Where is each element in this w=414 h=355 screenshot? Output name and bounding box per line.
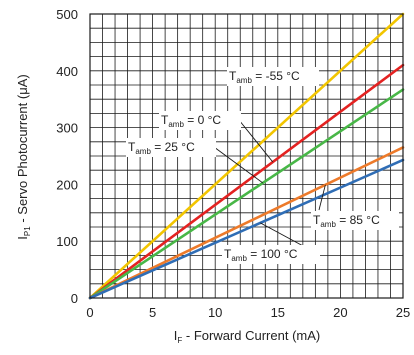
series-label-3: Tamb = 85 °C <box>311 184 399 230</box>
y-axis-title: IP1 - Servo Photocurrent (μA) <box>15 74 32 239</box>
label-main: T <box>128 140 136 154</box>
label-rest: = 100 °C <box>247 247 298 261</box>
leader-line <box>238 119 274 163</box>
label-background <box>311 211 399 230</box>
series-label-1: Tamb = 0 °C <box>159 111 274 163</box>
label-main: T <box>161 113 169 127</box>
label-background <box>159 111 241 130</box>
label-sub: amb <box>320 220 336 229</box>
label-rest: = 0 °C <box>184 113 221 127</box>
x-tick-label: 10 <box>208 305 222 320</box>
series-label-text: Tamb = -55 °C <box>229 69 300 85</box>
series-line-1 <box>88 63 405 300</box>
label-main: T <box>224 247 232 261</box>
label-background <box>126 138 216 157</box>
label-sub: amb <box>236 76 252 85</box>
x-tick-label: 5 <box>149 305 156 320</box>
x-axis-title: IF - Forward Current (mA) <box>174 328 320 345</box>
series-label-4: Tamb = 100 °C <box>222 222 320 264</box>
series-line-0 <box>88 12 405 300</box>
leader-line <box>318 184 326 211</box>
tick-labels: 0 5 10 15 20 25 0 100 200 300 400 500 <box>56 7 410 320</box>
series-line-3 <box>88 146 405 300</box>
plot-frame <box>89 13 404 299</box>
y-tick-label: 500 <box>56 7 78 22</box>
leader-line <box>213 146 264 184</box>
series-label-text: Tamb = 85 °C <box>313 213 380 229</box>
label-main: T <box>313 213 321 227</box>
label-background <box>227 67 319 86</box>
y-tick-label: 0 <box>71 291 78 306</box>
label-main: T <box>229 69 237 83</box>
label-rest: = -55 °C <box>252 69 300 83</box>
label-sub: amb <box>135 147 151 156</box>
series-lines <box>88 12 405 300</box>
y-tick-label: 400 <box>56 64 78 79</box>
x-tick-label: 20 <box>333 305 347 320</box>
series-line-2 <box>88 88 405 300</box>
series-label-text: Tamb = 0 °C <box>161 113 221 129</box>
label-sub: amb <box>168 120 184 129</box>
y-tick-label: 200 <box>56 177 78 192</box>
series-label-2: Tamb = 25 °C <box>126 138 264 184</box>
label-rest: = 85 °C <box>336 213 380 227</box>
series-label-text: Tamb = 100 °C <box>224 247 298 263</box>
plot-border <box>89 13 404 299</box>
series-label-0: Tamb = -55 °C <box>227 67 319 86</box>
series-label-text: Tamb = 25 °C <box>128 140 195 156</box>
x-tick-label: 0 <box>86 305 93 320</box>
label-rest: = 25 °C <box>151 140 195 154</box>
label-sub: amb <box>231 254 247 263</box>
y-tick-label: 100 <box>56 234 78 249</box>
label-background <box>222 245 320 264</box>
y-tick-label: 300 <box>56 121 78 136</box>
x-tick-label: 25 <box>396 305 410 320</box>
x-tick-label: 15 <box>271 305 285 320</box>
series-line-4 <box>88 158 405 300</box>
